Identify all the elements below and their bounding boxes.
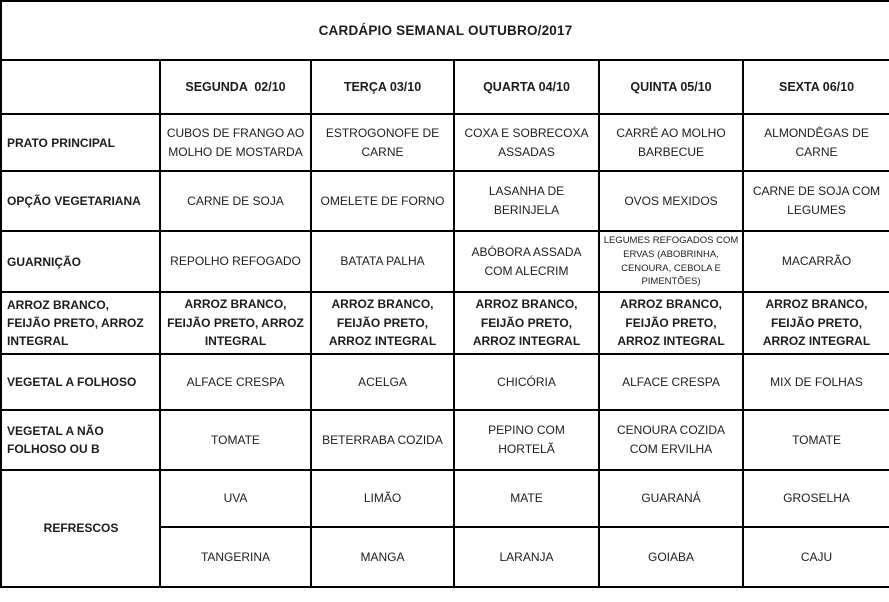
menu-cell: MATE — [453, 468, 600, 528]
menu-cell: ALMONDÊGAS DE CARNE — [741, 113, 889, 172]
row-label-opcao-vegetariana: OPÇÃO VEGETARIANA — [0, 170, 161, 232]
title-row: CARDÁPIO SEMANAL OUTUBRO/2017 — [0, 0, 889, 61]
row-opcao-vegetariana: OPÇÃO VEGETARIANA CARNE DE SOJA OMELETE … — [0, 170, 889, 232]
menu-cell: LIMÃO — [310, 468, 455, 528]
day-header-terca: TERÇA 03/10 — [310, 59, 455, 115]
day-header-row: SEGUNDA 02/10 TERÇA 03/10 QUARTA 04/10 Q… — [0, 59, 889, 115]
row-label-guarnicao: GUARNIÇÃO — [0, 229, 161, 294]
row-refrescos-1: REFRESCOS UVA LIMÃO MATE GUARANÁ GROSELH… — [0, 468, 889, 588]
row-arroz-feijao: ARROZ BRANCO, FEIJÃO PRETO, ARROZ INTEGR… — [0, 291, 889, 355]
menu-cell: LARANJA — [453, 525, 600, 588]
weekly-menu-table: CARDÁPIO SEMANAL OUTUBRO/2017 SEGUNDA 02… — [0, 0, 889, 588]
menu-cell: CUBOS DE FRANGO AO MOLHO DE MOSTARDA — [159, 113, 312, 172]
menu-cell: ARROZ BRANCO, FEIJÃO PRETO, ARROZ INTEGR… — [598, 291, 744, 355]
menu-cell: CARNE DE SOJA — [159, 170, 312, 232]
menu-cell: MACARRÃO — [741, 229, 889, 294]
menu-cell: MANGA — [310, 525, 455, 588]
day-header-quinta: QUINTA 05/10 — [598, 59, 744, 115]
menu-cell: ARROZ BRANCO, FEIJÃO PRETO, ARROZ INTEGR… — [741, 291, 889, 355]
menu-cell: UVA — [159, 468, 312, 528]
menu-cell: BATATA PALHA — [310, 229, 455, 294]
menu-cell: ALFACE CRESPA — [159, 352, 312, 411]
row-label-refrescos: REFRESCOS — [0, 468, 161, 588]
day-header-quarta: QUARTA 04/10 — [453, 59, 600, 115]
menu-cell: CENOURA COZIDA COM ERVILHA — [598, 408, 744, 471]
row-vegetal-nao-folhoso: VEGETAL A NÃO FOLHOSO OU B TOMATE BETERR… — [0, 408, 889, 471]
menu-cell: GOIABA — [598, 525, 744, 588]
row-guarnicao: GUARNIÇÃO REPOLHO REFOGADO BATATA PALHA … — [0, 229, 889, 294]
menu-cell: LASANHA DE BERINJELA — [453, 170, 600, 232]
menu-cell: TOMATE — [159, 408, 312, 471]
menu-cell: ESTROGONOFE DE CARNE — [310, 113, 455, 172]
menu-cell: ARROZ BRANCO, FEIJÃO PRETO, ARROZ INTEGR… — [310, 291, 455, 355]
menu-cell: PEPINO COM HORTELÃ — [453, 408, 600, 471]
corner-cell — [0, 59, 161, 115]
menu-cell: BETERRABA COZIDA — [310, 408, 455, 471]
menu-cell: GROSELHA — [741, 468, 889, 528]
row-vegetal-folhoso: VEGETAL A FOLHOSO ALFACE CRESPA ACELGA C… — [0, 352, 889, 411]
menu-cell: CAJU — [741, 525, 889, 588]
menu-cell: LEGUMES REFOGADOS COM ERVAS (ABOBRINHA, … — [598, 229, 744, 294]
menu-cell: REPOLHO REFOGADO — [159, 229, 312, 294]
menu-cell: GUARANÁ — [598, 468, 744, 528]
page-title: CARDÁPIO SEMANAL OUTUBRO/2017 — [0, 0, 889, 61]
day-header-sexta: SEXTA 06/10 — [741, 59, 889, 115]
menu-cell: CHICÓRIA — [453, 352, 600, 411]
menu-cell: CARRÉ AO MOLHO BARBECUE — [598, 113, 744, 172]
menu-cell: TOMATE — [741, 408, 889, 471]
row-refrescos-2: TANGERINA MANGA LARANJA GOIABA CAJU — [1, 525, 889, 588]
menu-cell: COXA E SOBRECOXA ASSADAS — [453, 113, 600, 172]
menu-cell: MIX DE FOLHAS — [741, 352, 889, 411]
menu-cell: TANGERINA — [159, 525, 312, 588]
menu-cell: OVOS MEXIDOS — [598, 170, 744, 232]
menu-cell: ACELGA — [310, 352, 455, 411]
row-label-vegetal-folhoso: VEGETAL A FOLHOSO — [0, 352, 161, 411]
menu-cell: ABÓBORA ASSADA COM ALECRIM — [453, 229, 600, 294]
row-prato-principal: PRATO PRINCIPAL CUBOS DE FRANGO AO MOLHO… — [0, 113, 889, 172]
menu-cell: CARNE DE SOJA COM LEGUMES — [741, 170, 889, 232]
day-header-segunda: SEGUNDA 02/10 — [159, 59, 312, 115]
menu-cell: OMELETE DE FORNO — [310, 170, 455, 232]
row-label-prato-principal: PRATO PRINCIPAL — [0, 113, 161, 172]
menu-cell: ARROZ BRANCO, FEIJÃO PRETO, ARROZ INTEGR… — [453, 291, 600, 355]
row-label-vegetal-nao-folhoso: VEGETAL A NÃO FOLHOSO OU B — [0, 408, 161, 471]
menu-cell: ARROZ BRANCO, FEIJÃO PRETO, ARROZ INTEGR… — [159, 291, 312, 355]
menu-cell: ALFACE CRESPA — [598, 352, 744, 411]
row-label-arroz-feijao: ARROZ BRANCO, FEIJÃO PRETO, ARROZ INTEGR… — [0, 291, 161, 355]
